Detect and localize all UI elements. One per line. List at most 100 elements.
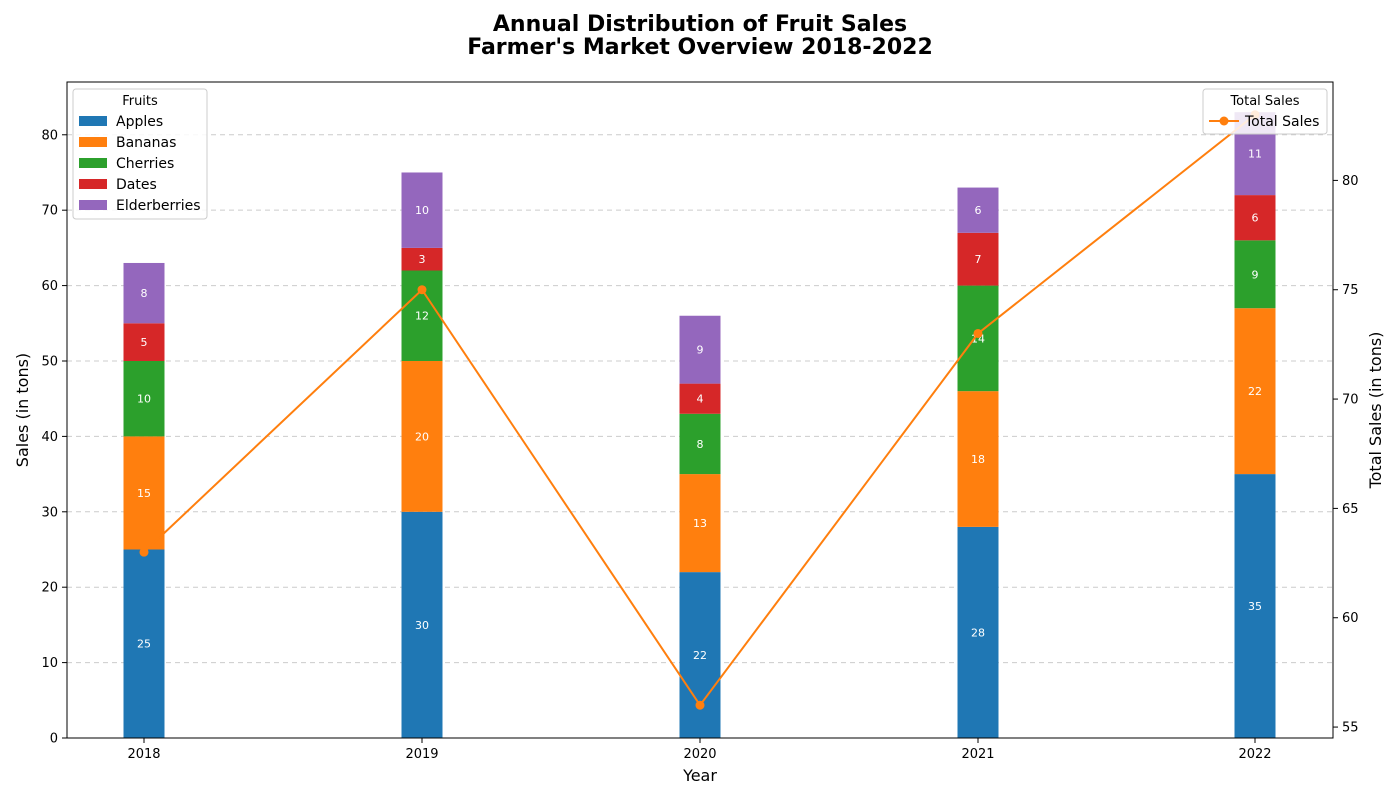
bar-apples-2018 [123,549,165,738]
x-axis: 2018 2019 2020 2021 2022 [127,738,1272,762]
x-tick-label: 2019 [405,747,438,762]
y2-tick-label: 70 [1342,393,1359,408]
bar-value-label: 28 [971,626,985,639]
bar-bananas-2020 [679,474,721,573]
total-sales-point [695,700,705,710]
bar-dates-2019 [401,247,443,271]
bar-value-label: 25 [137,638,151,651]
legend-swatch-apples [79,116,107,126]
bar-value-label: 8 [141,287,148,300]
x-tick-label: 2018 [127,747,160,762]
y2-axis-label: Total Sales (in tons) [1366,332,1385,490]
bar-bananas-2021 [957,391,999,527]
legend-swatch-bananas [79,137,107,147]
y-tick-label: 70 [41,204,58,219]
bar-value-label: 20 [415,430,429,443]
bar-value-label: 30 [415,619,429,632]
bar-value-label: 7 [975,253,982,266]
y2-tick-label: 75 [1342,283,1359,298]
bar-cherries-2020 [679,413,721,475]
bar-dates-2018 [123,323,165,361]
y-tick-label: 50 [41,354,58,369]
total-sales-point [139,547,149,557]
x-axis-label: Year [682,766,717,785]
bar-value-label: 10 [137,393,151,406]
y2-tick-label: 55 [1342,721,1359,736]
y-axis-label: Sales (in tons) [13,353,32,467]
legend-total-marker [1219,116,1229,126]
legend-swatch-elderberries [79,200,107,210]
bar-cherries-2018 [123,360,165,437]
bars [123,112,1276,738]
legend-total-box [1202,88,1328,135]
bar-value-label: 3 [419,253,426,266]
y2-tick-label: 65 [1342,502,1359,517]
bar-value-label: 22 [1248,385,1262,398]
bar-elderberries-2018 [123,262,165,324]
y-tick-label: 40 [41,430,58,445]
legend-swatch-dates [79,179,107,189]
total-sales-point [973,328,983,338]
legend-swatch-cherries [79,158,107,168]
bar-elderberries-2019 [401,172,443,248]
chart-subtitle: Farmer's Market Overview 2018-2022 [467,35,933,60]
bar-value-label: 8 [697,438,704,451]
legend-fruits: Fruits Apples Bananas Cherries Dates Elderbe… [72,88,208,220]
bar-value-label: 13 [693,517,707,530]
total-sales-point [417,285,427,295]
bar-value-label: 15 [137,487,151,500]
bar-apples-2021 [957,526,999,738]
bar-apples-2020 [679,572,721,738]
bar-apples-2019 [401,511,443,738]
bar-cherries-2021 [957,285,999,392]
y-tick-label: 80 [41,128,58,143]
bar-bananas-2022 [1234,308,1276,475]
bar-apples-2022 [1234,474,1276,738]
legend-total-title: Total Sales [1229,94,1299,109]
x-tick-label: 2022 [1238,747,1271,762]
bar-dates-2022 [1234,195,1276,241]
legend-total-sales: Total Sales Total Sales [1202,88,1328,135]
y-tick-label: 60 [41,279,58,294]
bar-elderberries-2021 [957,187,999,233]
y-tick-label: 0 [50,732,58,747]
bar-dates-2020 [679,383,721,414]
legend-total-label: Total Sales [1244,114,1319,130]
bar-value-label: 12 [415,310,429,323]
y-tick-label: 10 [41,656,58,671]
y-axis-left: 0 10 20 30 40 50 60 70 80 [41,128,67,747]
legend-label-cherries: Cherries [116,156,174,172]
y-tick-label: 30 [41,505,58,520]
bar-dates-2021 [957,232,999,286]
legend-label-apples: Apples [116,114,163,130]
bar-value-label: 9 [697,344,704,357]
bar-value-label: 4 [697,393,704,406]
bar-bananas-2018 [123,436,165,550]
y-tick-label: 20 [41,581,58,596]
y-axis-right: 55 60 65 70 75 80 [1333,174,1359,736]
y2-tick-label: 80 [1342,174,1359,189]
bar-bananas-2019 [401,360,443,512]
bar-value-label: 22 [693,649,707,662]
x-tick-label: 2020 [683,747,716,762]
bar-value-label: 6 [1252,212,1259,225]
bar-value-label: 9 [1252,268,1259,281]
bar-value-label: 6 [975,204,982,217]
bar-cherries-2022 [1234,240,1276,309]
x-tick-label: 2021 [961,747,994,762]
bar-value-label: 10 [415,204,429,217]
legend-label-dates: Dates [116,177,157,193]
bar-value-label: 35 [1248,600,1262,613]
legend-fruits-title: Fruits [122,94,158,109]
y2-tick-label: 60 [1342,611,1359,626]
legend-label-elderberries: Elderberries [116,198,201,214]
legend-label-bananas: Bananas [116,135,176,151]
bar-value-label: 18 [971,453,985,466]
chart-title: Annual Distribution of Fruit Sales [493,12,907,37]
bar-value-label: 11 [1248,148,1262,161]
bar-elderberries-2020 [679,315,721,384]
bar-value-label: 5 [141,336,148,349]
